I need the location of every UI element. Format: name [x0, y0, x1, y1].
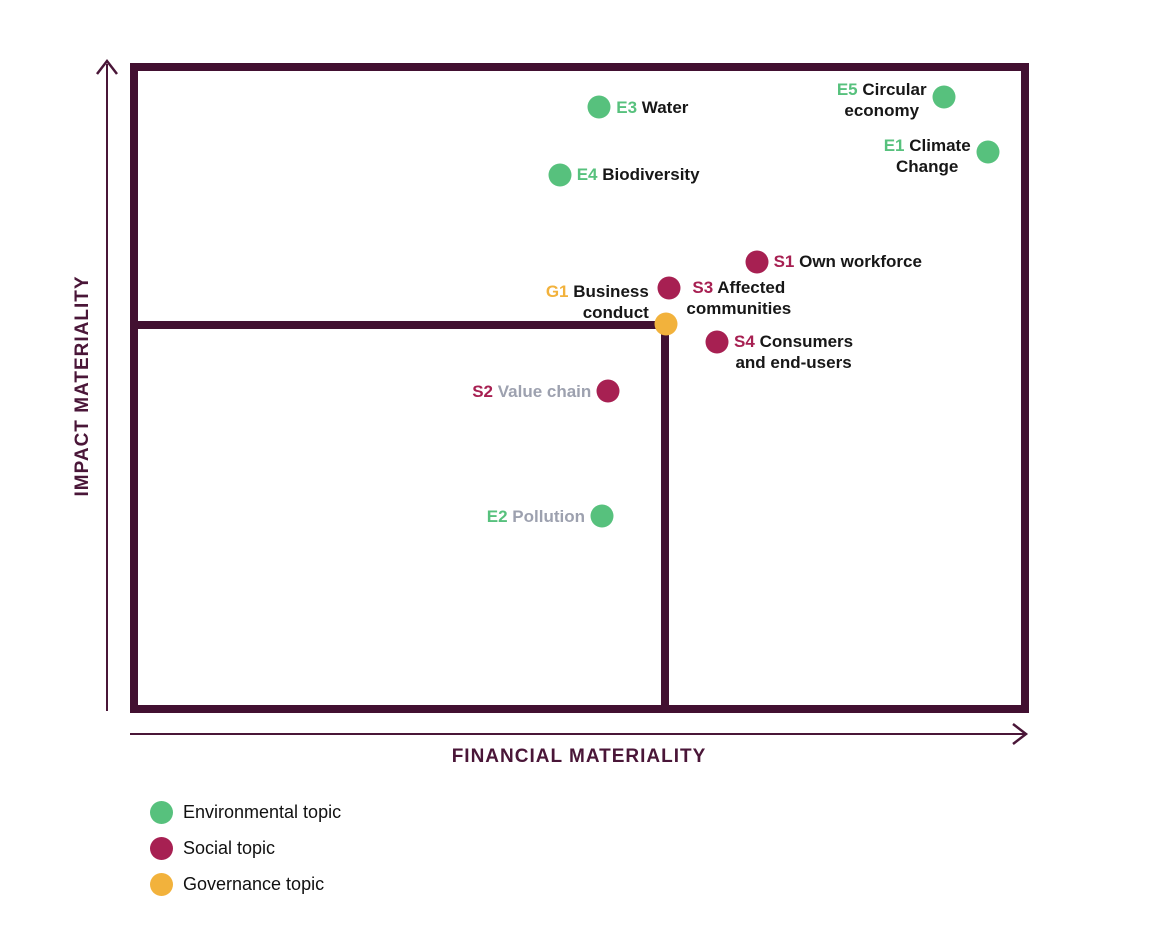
point-code-e1: E1 — [883, 135, 905, 155]
point-code-e4: E4 — [576, 165, 598, 185]
point-dot-e4 — [548, 163, 572, 187]
legend-item-governance: Governance topic — [150, 866, 341, 902]
legend-label-environmental: Environmental topic — [183, 801, 342, 822]
legend-label-social: Social topic — [183, 837, 276, 858]
point-code-s3: S3 — [692, 278, 714, 298]
threshold-line-horizontal — [130, 321, 669, 329]
point-label-s3: S3 Affected communities — [686, 278, 792, 319]
point-code-s1: S1 — [773, 252, 795, 272]
x-axis-label: FINANCIAL MATERIALITY — [451, 746, 707, 767]
social-dot-icon — [150, 836, 173, 860]
point-dot-s3 — [657, 276, 681, 300]
point-code-e3: E3 — [616, 97, 638, 117]
legend: Environmental topic Social topic Governanc… — [150, 794, 341, 902]
legend-label-governance: Governance topic — [183, 873, 325, 894]
point-code-g1: G1 — [545, 281, 569, 301]
point-label-e4: E4 Biodiversity — [576, 165, 700, 185]
plot-frame — [130, 63, 1029, 713]
legend-item-environmental: Environmental topic — [150, 794, 341, 830]
point-label-s4: S4 Consumers and end-users — [734, 332, 854, 373]
point-dot-e5 — [932, 85, 956, 109]
point-dot-g1 — [654, 312, 678, 336]
environmental-dot-icon — [150, 800, 173, 824]
governance-dot-icon — [150, 872, 173, 896]
point-dot-s1 — [745, 250, 769, 274]
point-label-e5: E5 Circular economy — [836, 80, 927, 121]
y-axis-label: IMPACT MATERIALITY — [72, 275, 93, 497]
point-dot-e3 — [587, 95, 611, 119]
point-label-s2: S2 Value chain — [472, 381, 592, 401]
point-code-e5: E5 — [836, 80, 858, 100]
y-axis-arrowhead-icon — [96, 58, 118, 75]
point-label-e1: E1 Climate Change — [883, 135, 971, 176]
point-dot-e1 — [976, 140, 1000, 164]
point-dot-e2 — [590, 504, 614, 528]
x-axis-arrowhead-icon — [1012, 723, 1029, 745]
point-label-g1: G1 Business conduct — [545, 281, 649, 322]
point-label-e2: E2 Pollution — [486, 506, 585, 526]
threshold-line-vertical — [661, 321, 669, 713]
point-label-s1: S1 Own workforce — [773, 252, 922, 272]
point-code-s4: S4 — [734, 332, 755, 352]
point-code-e2: E2 — [486, 506, 508, 526]
point-code-s2: S2 — [472, 381, 494, 401]
point-label-e3: E3 Water — [616, 97, 689, 117]
point-dot-s2 — [596, 379, 620, 403]
point-dot-s4 — [705, 330, 729, 354]
legend-item-social: Social topic — [150, 830, 341, 866]
